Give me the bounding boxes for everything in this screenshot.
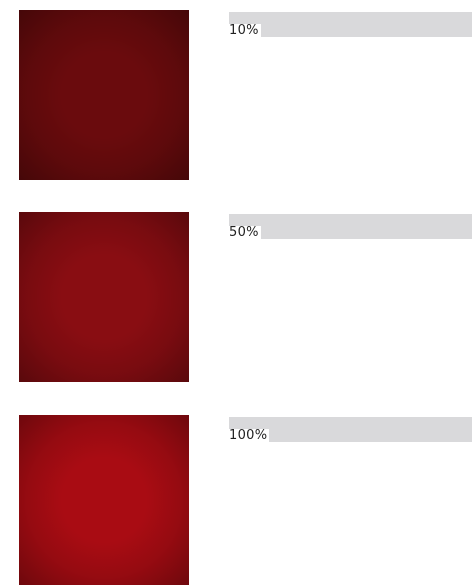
swatch-label-10: 10%: [229, 23, 261, 38]
label-bar: [229, 417, 472, 442]
swatch-row-10: 10%: [0, 10, 472, 180]
color-swatch-10: [19, 10, 189, 180]
swatch-label-100: 100%: [229, 428, 270, 443]
label-bar: [229, 214, 472, 239]
label-bar: [229, 12, 472, 37]
swatch-row-100: 100%: [0, 415, 472, 585]
color-swatch-100: [19, 415, 189, 585]
color-swatch-50: [19, 212, 189, 382]
swatch-row-50: 50%: [0, 212, 472, 382]
swatch-label-50: 50%: [229, 225, 261, 240]
